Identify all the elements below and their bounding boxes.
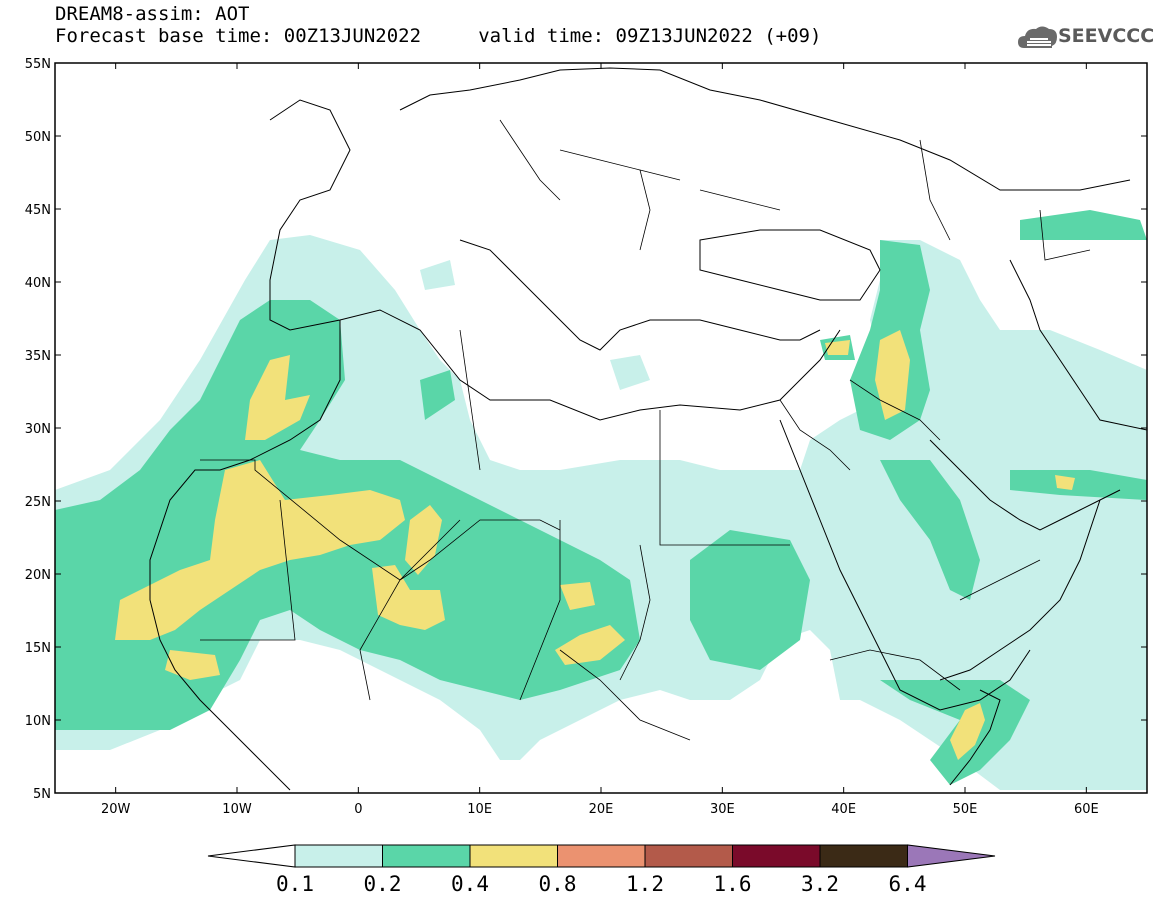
lon-label: 20E (589, 802, 614, 817)
aot-level-0-4 (115, 330, 1075, 760)
colorbar-label: 1.2 (626, 872, 664, 896)
lon-label: 50E (953, 802, 978, 817)
longitude-axis: 20W 10W 0 10E 20E 30E 40E 50E 60E (101, 63, 1099, 817)
colorbar-label: 0.4 (451, 872, 489, 896)
lon-label: 40E (831, 802, 856, 817)
lat-label: 25N (25, 495, 51, 510)
colorbar-label: 3.2 (801, 872, 839, 896)
lat-label: 50N (25, 130, 51, 145)
colorbar-swatch (294, 844, 383, 868)
colorbar-swatch (644, 844, 733, 868)
map-title: DREAM8-assim: AOT (55, 3, 250, 25)
lat-label: 5N (33, 787, 51, 802)
lat-label: 20N (25, 568, 51, 583)
lat-label: 30N (25, 422, 51, 437)
seevccc-logo (1018, 26, 1057, 48)
lon-label: 10E (467, 802, 492, 817)
lat-label: 45N (25, 203, 51, 218)
lon-label: 20W (101, 802, 131, 817)
aot-fields (55, 67, 1147, 791)
lat-label: 10N (25, 714, 51, 729)
lon-label: 10W (222, 802, 252, 817)
lon-label: 0 (354, 802, 362, 817)
colorbar-swatch (557, 844, 646, 868)
colorbar-swatch (732, 844, 821, 868)
borders (200, 119, 1091, 741)
coastlines (149, 67, 1147, 791)
lat-label: 55N (25, 57, 51, 72)
lon-label: 60E (1074, 802, 1099, 817)
colorbar-swatch (469, 844, 558, 868)
lon-label: 30E (710, 802, 735, 817)
latitude-axis: 5N 10N 15N 20N 25N 30N 35N 40N 45N 50N 55N (25, 57, 1147, 802)
lat-label: 40N (25, 276, 51, 291)
colorbar-label: 6.4 (889, 872, 927, 896)
cloud-logo-icon (1018, 26, 1057, 48)
lat-label: 15N (25, 641, 51, 656)
colorbar-under-arrow (207, 844, 296, 868)
colorbar-over-arrow (907, 844, 996, 868)
colorbar-swatch (382, 844, 471, 868)
forecast-time-line: Forecast base time: 00Z13JUN2022 valid t… (55, 25, 822, 47)
colorbar-label: 0.2 (364, 872, 402, 896)
colorbar-label: 0.8 (539, 872, 577, 896)
lat-label: 35N (25, 349, 51, 364)
colorbar-label: 1.6 (714, 872, 752, 896)
colorbar-label: 0.1 (276, 872, 314, 896)
seevccc-logo-text: SEEVCCC (1058, 25, 1155, 47)
colorbar-swatch (819, 844, 908, 868)
